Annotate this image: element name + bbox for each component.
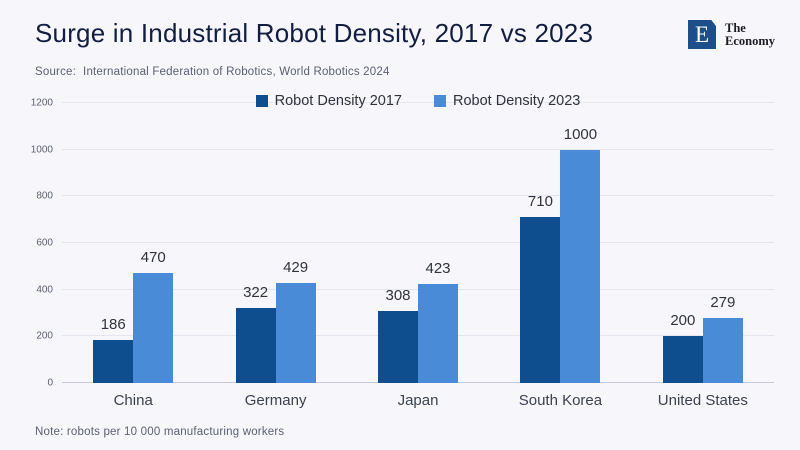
bar-2017: 308 <box>378 287 419 383</box>
bar-value-label: 710 <box>527 193 553 211</box>
bar-2023: 279 <box>702 294 743 383</box>
page-title: Surge in Industrial Robot Density, 2017 … <box>35 18 594 48</box>
source-text: International Federation of Robotics, Wo… <box>83 66 390 78</box>
y-axis-tick-label: 1000 <box>30 144 53 156</box>
gridline <box>62 288 774 290</box>
legend-label: Robot Density 2023 <box>453 93 581 109</box>
category-label: Japan <box>397 392 439 409</box>
bar-2023: 429 <box>275 259 316 383</box>
category-label: China <box>113 392 153 409</box>
chart-legend: Robot Density 2017 Robot Density 2023 <box>62 93 774 109</box>
gridline <box>62 102 774 103</box>
bar-group: 200 279 <box>632 103 774 383</box>
bar-group: 186 470 <box>62 103 204 383</box>
logo-wordmark-line2: Economy <box>725 33 775 48</box>
bar-2017: 200 <box>662 312 703 383</box>
source-line: Source: International Federation of Robot… <box>35 66 390 78</box>
gridline <box>62 195 774 197</box>
bar-value-label: 322 <box>243 283 269 301</box>
y-axis-tick-label: 0 <box>47 377 53 389</box>
bar-2023: 470 <box>133 249 174 383</box>
bar-group: 308 423 <box>347 103 489 383</box>
bar-value-label: 470 <box>140 249 166 267</box>
legend-item: Robot Density 2017 <box>255 93 402 109</box>
bar-2023: 1000 <box>560 126 601 383</box>
bar-value-label: 308 <box>385 287 411 305</box>
y-axis-tick-label: 400 <box>36 284 53 296</box>
category-label: South Korea <box>518 392 603 409</box>
y-axis-tick-label: 800 <box>36 190 53 202</box>
bar-group: 710 1000 <box>489 103 631 383</box>
logo-monogram-letter: E <box>694 21 710 47</box>
legend-item: Robot Density 2023 <box>434 93 580 109</box>
bar-2023: 423 <box>418 260 459 383</box>
logo-monogram: E <box>688 17 719 49</box>
gridline <box>62 242 774 243</box>
legend-label: Robot Density 2017 <box>274 93 402 109</box>
bar-value-label: 1000 <box>563 125 598 143</box>
y-axis-tick-label: 200 <box>36 330 53 342</box>
bar-2017: 710 <box>520 193 561 383</box>
y-axis-tick-label: 600 <box>36 237 53 249</box>
logo-wedge-icon <box>709 17 719 30</box>
category-label: Germany <box>244 392 307 409</box>
logo-wordmark-line1: The <box>725 20 746 35</box>
bar-value-label: 279 <box>710 293 736 311</box>
bar-value-label: 423 <box>425 260 451 278</box>
y-axis-tick-label: 1200 <box>30 97 53 109</box>
category-label: United States <box>657 392 748 409</box>
bar-value-label: 186 <box>100 315 126 333</box>
category-axis: China Germany Japan South Korea United State… <box>62 392 774 409</box>
bar-value-label: 200 <box>670 312 696 330</box>
gridline <box>62 148 774 150</box>
legend-swatch <box>255 95 268 107</box>
source-label: Source: <box>35 66 77 78</box>
bar-groups: 186 470 322 429 308 423 710 1000 200 279 <box>62 103 774 383</box>
the-economy-logo: E The Economy <box>688 17 775 49</box>
logo-wordmark: The Economy <box>725 20 775 48</box>
footnote: Note: robots per 10 000 manufacturing wo… <box>35 426 285 438</box>
bar-2017: 322 <box>235 284 276 383</box>
plot-area: 0 200 400 600 800 1000 1200 186 470 322 429 308 423 7… <box>31 98 774 389</box>
legend-swatch <box>434 95 446 107</box>
bar-value-label: 429 <box>283 258 309 276</box>
bar-group: 322 429 <box>204 103 346 383</box>
bar-2017: 186 <box>93 316 134 383</box>
